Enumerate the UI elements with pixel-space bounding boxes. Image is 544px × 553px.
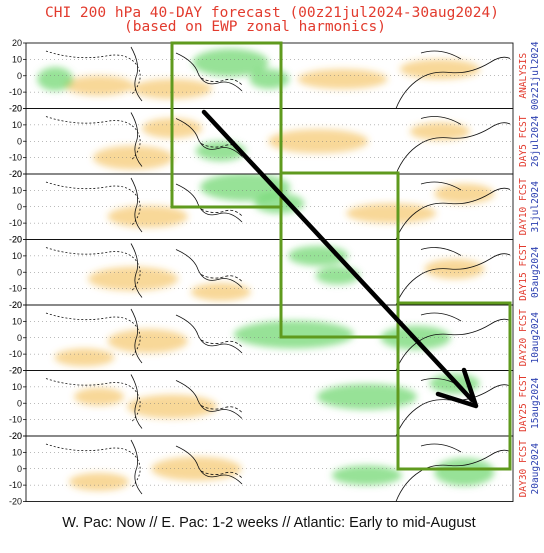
convergence-area xyxy=(190,282,251,301)
y-tick-label: -10 xyxy=(9,480,22,490)
y-tick-label: 10 xyxy=(12,185,22,195)
chart-title-line1: CHI 200 hPa 40-DAY forecast (00z21jul202… xyxy=(45,5,499,21)
y-tick-label: -20 xyxy=(9,366,22,376)
y-tick-label: -10 xyxy=(9,415,22,425)
y-tick-label: -20 xyxy=(9,300,22,310)
panel-label: DAY5 FCST xyxy=(518,115,529,167)
epac-box xyxy=(279,171,400,339)
y-tick-label: 20 xyxy=(12,300,22,310)
y-tick-label: 0 xyxy=(17,71,22,81)
convergence-area xyxy=(409,122,470,141)
panel-date: 26jul2024 xyxy=(530,115,541,167)
chart-title-line2: (based on EWP zonal harmonics) xyxy=(124,19,386,35)
coastline xyxy=(45,46,511,109)
y-tick-label: 20 xyxy=(12,366,22,376)
panel-label: DAY30 FCST xyxy=(518,440,529,497)
propagation-overlay xyxy=(170,41,512,471)
y-tick-label: 0 xyxy=(17,267,22,277)
y-tick-label: 0 xyxy=(17,464,22,474)
coastline xyxy=(45,308,511,371)
convergence-area xyxy=(297,69,388,90)
convergence-area xyxy=(434,183,495,204)
coastline xyxy=(45,439,511,502)
chi-shading xyxy=(88,245,485,301)
panel-date: 20aug2024 xyxy=(530,443,541,495)
y-tick-label: -20 xyxy=(9,104,22,114)
panel-label: DAY25 FCST xyxy=(518,374,529,431)
panel-date: 15aug2024 xyxy=(530,377,541,429)
atlantic-box xyxy=(396,301,512,471)
y-tick-label: 10 xyxy=(12,54,22,64)
divergence-area xyxy=(316,383,417,410)
forecast-panels: 20 10 0 -10 -20 ANALYSIS 00z21jul2024 20 10 0 -10 -… xyxy=(9,38,541,507)
y-tick-label: 0 xyxy=(17,398,22,408)
y-tick-label: -10 xyxy=(9,284,22,294)
panel-label: DAY10 FCST xyxy=(518,178,529,235)
convergence-area xyxy=(151,456,242,481)
coastline xyxy=(45,243,511,306)
y-tick-label: 0 xyxy=(17,136,22,146)
convergence-area xyxy=(69,472,130,491)
y-tick-label: -20 xyxy=(9,497,22,507)
y-tick-label: -10 xyxy=(9,87,22,97)
y-tick-label: -10 xyxy=(9,218,22,228)
y-tick-label: 10 xyxy=(12,382,22,392)
panel-label: ANALYSIS xyxy=(518,53,529,99)
y-tick-label: 10 xyxy=(12,447,22,457)
y-tick-label: 20 xyxy=(12,169,22,179)
y-tick-label: -10 xyxy=(9,349,22,359)
divergence-area xyxy=(37,67,74,92)
divergence-area xyxy=(233,320,354,349)
figure-caption: W. Pac: Now // E. Pac: 1-2 weeks // Atla… xyxy=(62,515,475,531)
wpac-box xyxy=(170,41,283,209)
convergence-area xyxy=(399,59,480,80)
divergence-area xyxy=(331,465,402,486)
chi-shading xyxy=(69,456,495,491)
divergence-area xyxy=(192,48,269,77)
forecast-panel: 20 10 0 -10 -20 DAY5 FCST 26jul2024 xyxy=(9,104,541,180)
forecast-panel: 20 10 0 -10 -20 DAY20 FCST 10aug2024 xyxy=(9,300,541,376)
y-tick-label: -10 xyxy=(9,153,22,163)
coastline xyxy=(45,177,511,240)
chi-shading xyxy=(54,320,451,367)
y-tick-label: 0 xyxy=(17,202,22,212)
convergence-area xyxy=(88,266,179,291)
panel-label: DAY15 FCST xyxy=(518,243,529,300)
convergence-area xyxy=(127,394,218,419)
panel-date: 05aug2024 xyxy=(530,246,541,298)
forecast-panel: 20 10 0 -10 -20 ANALYSIS 00z21jul2024 xyxy=(9,38,541,114)
convergence-area xyxy=(107,205,188,228)
y-tick-label: 20 xyxy=(12,431,22,441)
panel-date: 10aug2024 xyxy=(530,312,541,364)
y-tick-label: -20 xyxy=(9,235,22,245)
y-tick-label: 20 xyxy=(12,104,22,114)
convergence-area xyxy=(74,387,125,406)
panel-date: 00z21jul2024 xyxy=(530,41,541,110)
divergence-area xyxy=(315,266,360,285)
y-tick-label: 20 xyxy=(12,38,22,48)
y-tick-label: 0 xyxy=(17,333,22,343)
chi-shading xyxy=(37,48,480,99)
forecast-panel: 20 10 0 -10 -20 DAY15 FCST 05aug2024 xyxy=(9,235,541,311)
convergence-area xyxy=(346,203,437,224)
coastline xyxy=(45,112,511,175)
divergence-area xyxy=(434,458,495,487)
divergence-area xyxy=(249,69,290,90)
y-tick-label: 10 xyxy=(12,120,22,130)
panel-label: DAY20 FCST xyxy=(518,309,529,366)
y-tick-label: 20 xyxy=(12,235,22,245)
convergence-area xyxy=(64,75,135,96)
panel-date: 31jul2024 xyxy=(530,181,541,233)
forecast-panel: 20 10 0 -10 -20 DAY30 FCST 20aug2024 xyxy=(9,431,541,507)
y-tick-label: 10 xyxy=(12,316,22,326)
y-tick-label: 10 xyxy=(12,251,22,261)
convergence-area xyxy=(54,348,115,367)
convergence-area xyxy=(107,329,188,354)
y-tick-label: -20 xyxy=(9,431,22,441)
propagation-arrow xyxy=(201,109,479,409)
y-tick-label: -20 xyxy=(9,169,22,179)
